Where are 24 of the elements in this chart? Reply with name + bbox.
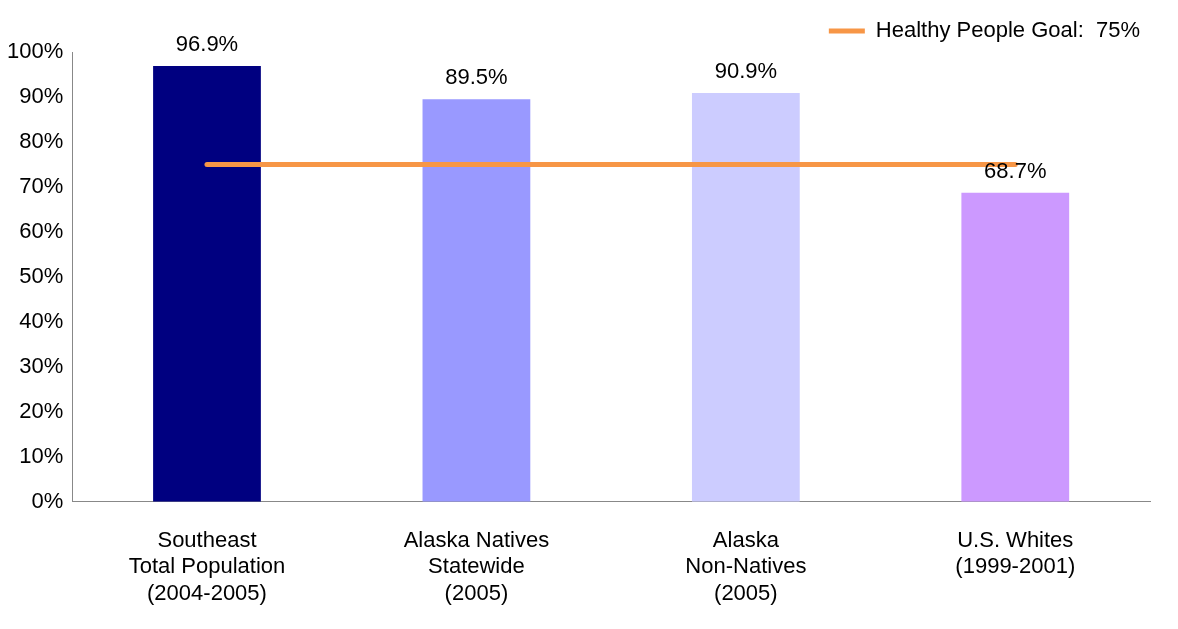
y-tick-label: 10% <box>19 442 64 468</box>
data-label: 96.9% <box>175 31 239 57</box>
y-tick-label: 70% <box>19 173 64 198</box>
data-label: 68.7% <box>984 157 1047 183</box>
x-tick-label: Alaska Natives Statewide (2005) <box>403 527 550 605</box>
y-tick-label: 90% <box>19 83 64 109</box>
x-tick-label: Southeast Total Population (2004-2005) <box>128 527 286 605</box>
y-tick-label: 100% <box>6 38 64 64</box>
bar <box>691 92 800 502</box>
y-tick-label: 0% <box>31 487 64 513</box>
y-tick-label: 20% <box>19 397 64 423</box>
y-tick-label: 60% <box>19 217 64 243</box>
legend-label: Healthy People Goal: 75% <box>875 17 1141 43</box>
data-label: 90.9% <box>714 57 778 83</box>
y-tick-label: 30% <box>19 352 64 378</box>
x-tick-label: U.S. Whites (1999-2001) <box>955 527 1076 579</box>
bar <box>153 65 261 502</box>
y-tick-label: 50% <box>19 262 64 288</box>
y-tick-label: 40% <box>19 307 64 333</box>
bar <box>961 192 1070 502</box>
y-tick-label: 80% <box>19 128 64 154</box>
data-label: 89.5% <box>445 64 508 90</box>
x-tick-label: Alaska Non-Natives (2005) <box>685 527 807 605</box>
bar <box>422 99 531 502</box>
